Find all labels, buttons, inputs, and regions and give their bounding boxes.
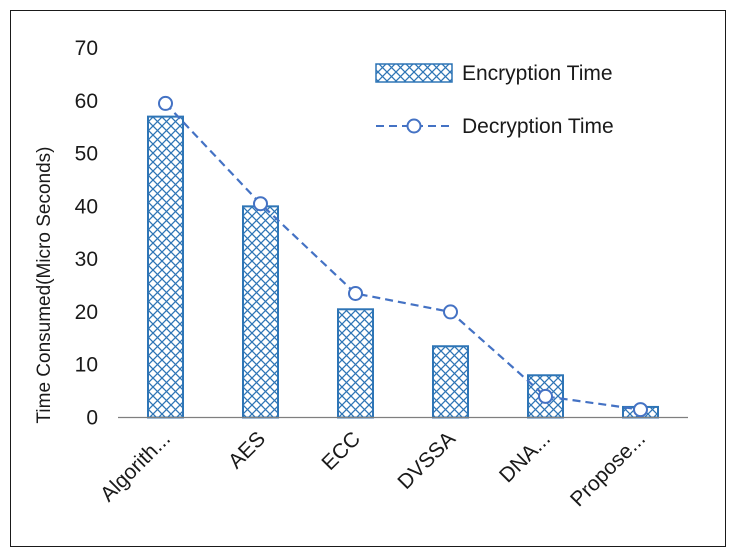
point-decryption-5 bbox=[633, 402, 648, 418]
point-decryption-3 bbox=[443, 304, 458, 320]
legend-decryption-label: Decryption Time bbox=[462, 115, 614, 138]
bar-encryption-1 bbox=[242, 205, 279, 419]
x-tick-label: DNA... bbox=[495, 427, 555, 487]
y-axis-label: Time Consumed(Micro Seconds) bbox=[34, 147, 55, 424]
bar-encryption-0 bbox=[147, 115, 184, 419]
x-tick-label: ECC bbox=[317, 427, 365, 475]
x-tick-label: AES bbox=[224, 427, 270, 473]
y-tick-label: 30 bbox=[75, 248, 98, 271]
legend-encryption-swatch bbox=[375, 63, 453, 83]
legend-encryption-label: Encryption Time bbox=[462, 62, 613, 85]
chart-frame bbox=[10, 10, 726, 547]
y-tick-label: 40 bbox=[75, 195, 98, 218]
bar-encryption-2 bbox=[337, 308, 374, 419]
y-tick-label: 0 bbox=[86, 407, 98, 430]
y-tick-label: 70 bbox=[75, 37, 98, 60]
y-tick-label: 50 bbox=[75, 143, 98, 166]
bar-encryption-3 bbox=[432, 345, 469, 419]
y-tick-label: 60 bbox=[75, 90, 98, 113]
x-tick-label: Propose... bbox=[566, 427, 650, 511]
point-decryption-1 bbox=[253, 196, 268, 212]
point-decryption-4 bbox=[538, 388, 553, 404]
point-decryption-0 bbox=[158, 95, 173, 111]
point-decryption-2 bbox=[348, 285, 363, 301]
x-tick-label: Algorith... bbox=[96, 427, 175, 506]
x-tick-label: DVSSA bbox=[393, 427, 460, 494]
legend: Encryption Time Decryption Time bbox=[375, 62, 614, 138]
line-decryption bbox=[164, 102, 641, 411]
y-tick-label: 20 bbox=[75, 301, 98, 324]
y-tick-label: 10 bbox=[75, 354, 98, 377]
legend-decryption-marker bbox=[406, 118, 422, 134]
